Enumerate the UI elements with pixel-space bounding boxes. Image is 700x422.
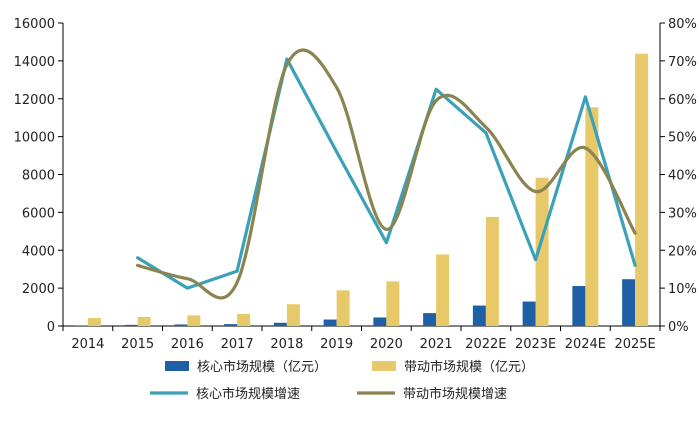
left-tick-label: 4000: [22, 244, 55, 259]
left-tick-label: 16000: [14, 17, 55, 32]
bar-core: [572, 286, 586, 326]
legend-swatch-1: [372, 361, 396, 371]
left-tick-label: 6000: [22, 206, 55, 221]
bar-core: [423, 313, 437, 326]
bar-driven: [336, 290, 350, 326]
x-tick-label: 2021: [420, 337, 453, 352]
legend-label-0: 核心市场规模（亿元）: [197, 359, 327, 375]
right-tick-label: 10%: [668, 282, 697, 297]
bar-core: [323, 319, 337, 326]
x-tick-label: 2015: [121, 337, 154, 352]
x-tick-label: 2023E: [515, 337, 556, 352]
bar-driven: [87, 318, 101, 326]
left-tick-label: 12000: [14, 93, 55, 108]
bar-core: [522, 301, 536, 326]
bar-core: [622, 279, 636, 326]
left-tick-label: 14000: [14, 55, 55, 70]
bar-driven: [635, 53, 649, 327]
bar-driven: [436, 254, 450, 326]
right-tick-label: 70%: [668, 55, 697, 70]
x-tick-label: 2016: [171, 337, 204, 352]
left-tick-label: 8000: [22, 169, 55, 184]
line-core-growth: [136, 57, 637, 290]
axes: 0 2000 4000 6000 8000 10000 12000 14000 16000 0% 1…: [14, 17, 697, 352]
x-tick-label: 2018: [270, 337, 303, 352]
line-driven-growth: [136, 48, 637, 300]
bar-core: [273, 322, 287, 326]
x-tick-label: 2022E: [465, 337, 506, 352]
bar-driven: [386, 281, 400, 326]
x-tick-label: 2024E: [565, 337, 606, 352]
x-tick-label: 2025E: [614, 337, 655, 352]
bar-core: [373, 317, 387, 326]
legend-label-2: 核心市场规模增速: [196, 386, 300, 402]
legend-label-3: 带动市场规模增速: [403, 386, 507, 402]
left-tick-label: 10000: [14, 131, 55, 146]
x-tick-label: 2014: [71, 337, 104, 352]
right-tick-label: 50%: [668, 131, 697, 146]
bar-driven: [237, 313, 251, 326]
right-tick-label: 40%: [668, 169, 697, 184]
lines: [136, 48, 637, 300]
bar-driven: [137, 316, 151, 326]
bar-core: [124, 324, 138, 326]
bar-core: [224, 324, 238, 326]
x-tick-label: 2017: [221, 337, 254, 352]
legend-label-1: 带动市场规模（亿元）: [404, 359, 534, 375]
left-tick-label: 0: [47, 320, 55, 335]
bar-driven: [485, 216, 499, 326]
right-tick-label: 0%: [668, 320, 689, 335]
bar-driven: [535, 177, 549, 326]
right-tick-label: 60%: [668, 93, 697, 108]
left-tick-label: 2000: [22, 282, 55, 297]
legend-swatch-0: [165, 361, 189, 371]
bar-core: [74, 325, 88, 326]
right-tick-label: 30%: [668, 206, 697, 221]
x-tick-label: 2020: [370, 337, 403, 352]
right-tick-label: 80%: [668, 17, 697, 32]
bars: [74, 53, 649, 327]
x-tick-label: 2019: [320, 337, 353, 352]
legend: 核心市场规模（亿元） 带动市场规模（亿元） 核心市场规模增速 带动市场规模增速: [150, 359, 534, 402]
bar-driven: [585, 107, 599, 326]
bar-driven: [286, 304, 300, 326]
right-tick-label: 20%: [668, 244, 697, 259]
bar-core: [472, 305, 486, 326]
bar-driven: [187, 315, 201, 326]
bar-core: [174, 324, 188, 326]
